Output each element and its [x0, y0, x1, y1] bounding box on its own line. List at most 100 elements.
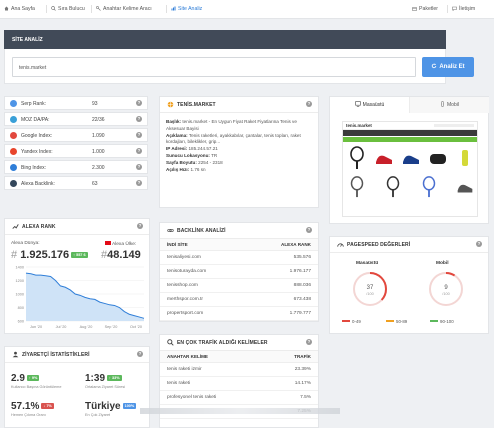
search-icon [167, 339, 174, 346]
help-icon[interactable]: ? [136, 164, 142, 170]
legend-swatch [386, 320, 394, 322]
site-info-label: Başlık: [166, 119, 182, 124]
chat-icon [452, 6, 457, 11]
key-icon [96, 6, 101, 11]
help-icon[interactable]: ? [136, 116, 142, 122]
pagespeed-desktop-label: Masaüstü [356, 261, 379, 266]
keywords-title: EN ÇOK TRAFİK ALDIĞI KELİMELER [177, 340, 268, 346]
site-screenshot: tenis.market [342, 121, 478, 217]
backlink-rank: 888.036 [246, 278, 318, 293]
backlink-site[interactable]: propertsport.com [160, 306, 247, 321]
shoe-image-icon [403, 155, 419, 164]
col-site: İNDİ SİTE [160, 239, 247, 251]
table-row[interactable]: tenisoturayda.com 1.976.177 [160, 264, 318, 279]
visitor-stats-title: ZİYARETÇİ İSTATİSTİKLERİ [22, 352, 90, 358]
metric-value: 1.000 [92, 149, 105, 155]
metric-row: Google Index: 1.090? [4, 128, 148, 142]
table-row[interactable]: tenisshop.com 888.036 [160, 278, 318, 293]
help-icon[interactable]: ? [137, 223, 143, 229]
alexa-local-label: Alexa Ülke: [105, 241, 136, 247]
preview-tabs: Masaüstü Mobil [330, 97, 489, 113]
nav-keyword-tool[interactable]: Anahtar Kelime Aracı [96, 6, 152, 12]
help-icon[interactable]: ? [306, 101, 312, 107]
help-icon[interactable]: ? [306, 227, 312, 233]
site-analysis-panel: SİTE ANALİZ tenis.market Analiz Et [4, 30, 474, 84]
y-tick-label: 600 [18, 319, 24, 323]
table-row[interactable]: tenisaliyesi.com 535.576 [160, 250, 318, 265]
nav-divider [46, 5, 47, 13]
visitor-stat-badge: 100% [122, 403, 137, 409]
nav-rank-query[interactable]: Sıra Bulucu [51, 6, 85, 12]
tab-desktop[interactable]: Masaüstü [330, 97, 410, 113]
backlink-site[interactable]: tenisaliyesi.com [160, 250, 247, 265]
bag-image-icon [430, 154, 446, 164]
nav-site-analysis-label: Site Analiz [178, 6, 203, 12]
help-icon[interactable]: ? [136, 100, 142, 106]
turkey-flag-icon [105, 241, 111, 245]
backlink-site[interactable]: merthspor.com.tr [160, 292, 247, 307]
site-info-row: IP Adresi: 185.244.57.21 [166, 146, 314, 153]
product-images-row2 [347, 176, 475, 198]
globe-icon [167, 101, 174, 108]
site-info-row: Açıklama: Tenis raketleri, ayakkabılar, … [166, 133, 314, 147]
metric-label: Serp Rank: [21, 101, 47, 107]
help-icon[interactable]: ? [136, 148, 142, 154]
analyze-button[interactable]: Analiz Et [422, 57, 474, 77]
help-icon[interactable]: ? [476, 241, 482, 247]
help-icon[interactable]: ? [306, 339, 312, 345]
alexa-world-rank: # 1.925.176 ↑ 557 6 [11, 249, 88, 261]
x-tick-label: Jul '20 [56, 325, 67, 329]
alexa-world-change: ↑ 557 6 [71, 252, 88, 258]
url-input[interactable]: tenis.market [12, 57, 416, 77]
keyword-text: profesyonel tenis raketi [160, 390, 267, 405]
metric-row: Alexa Backlink: 63? [4, 176, 148, 190]
gauge-score: 37 [367, 285, 374, 291]
page-scroll-indicator [140, 408, 340, 414]
alexa-local-value: 48.149 [107, 249, 141, 261]
alexa-world-label: Alexa Dünya: [11, 241, 40, 246]
help-icon[interactable]: ? [136, 180, 142, 186]
table-row: tenis raketi 14.17% [160, 376, 318, 391]
x-tick-label: Aug '20 [80, 325, 93, 329]
site-info-value: Tenis raketleri, ayakkabılar, çantalar, … [166, 132, 301, 145]
alexa-local-label-text: Alexa Ülke: [112, 242, 137, 247]
alexa-rank-card: ALEXA RANK ? Alexa Dünya: # 1.925.176 ↑ 5… [4, 218, 150, 334]
mobile-icon [441, 101, 445, 107]
metric-label: Bing Index: [21, 165, 47, 171]
site-info-title: TENİS.MARKET [177, 102, 216, 108]
site-info-row: Sayfa Boyutu: 2254 - 2318 [166, 160, 314, 167]
racket-image-icon [350, 146, 364, 169]
site-analysis-title: SİTE ANALİZ [12, 37, 43, 43]
nav-packages[interactable]: Paketler [412, 6, 438, 12]
col-traffic: TRAFİK [266, 351, 318, 363]
nav-contact-label: İletişim [459, 6, 476, 12]
table-row[interactable]: merthspor.com.tr 673.438 [160, 292, 318, 307]
legend-label: 90-100 [440, 319, 454, 324]
site-info-label: Açıklama: [166, 132, 188, 138]
gauge-sub: /100 [366, 292, 373, 296]
nav-contact[interactable]: İletişim [452, 6, 475, 12]
gauge-sub: /100 [442, 292, 449, 296]
backlink-site[interactable]: tenisoturayda.com [160, 264, 247, 279]
site-info-row: Açılış Hızı: 1.76 sn [166, 167, 314, 174]
metric-row: Yandex Index: 1.000? [4, 144, 148, 158]
backlink-rank: 1.779.777 [246, 306, 318, 321]
site-analysis-header: SİTE ANALİZ [4, 30, 446, 49]
metric-icon [10, 100, 17, 107]
nav-divider [91, 5, 92, 13]
backlink-header: BACKLİNK ANALİZİ ? [160, 223, 318, 239]
nav-home[interactable]: Ana Sayfa [4, 6, 35, 12]
metric-icon [10, 148, 17, 155]
legend-swatch [430, 320, 438, 322]
trend-icon [12, 224, 19, 229]
alexa-local-rank: #48.149 [101, 249, 141, 261]
nav-site-analysis[interactable]: Site Analiz [171, 6, 202, 12]
y-tick-label: 800 [18, 306, 24, 310]
search-icon [51, 6, 56, 11]
help-icon[interactable]: ? [136, 132, 142, 138]
tab-mobile[interactable]: Mobil [410, 97, 489, 113]
site-info-value: 1.76 sn [190, 166, 206, 172]
backlink-site[interactable]: tenisshop.com [160, 278, 247, 293]
help-icon[interactable]: ? [137, 351, 143, 357]
table-row[interactable]: propertsport.com 1.779.777 [160, 306, 318, 321]
